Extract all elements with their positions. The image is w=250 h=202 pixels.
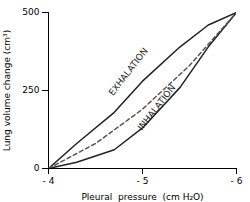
svg-text:INHALATION: INHALATION	[136, 83, 178, 132]
svg-text:0: 0	[34, 163, 40, 173]
svg-text:- 6: - 6	[231, 176, 243, 186]
svg-text:Pleural pressure (cm H₂O): Pleural pressure (cm H₂O)	[81, 192, 203, 202]
svg-text:500: 500	[22, 7, 39, 17]
svg-text:250: 250	[22, 85, 39, 95]
svg-text:EXHALATION: EXHALATION	[107, 46, 150, 97]
svg-text:- 5: - 5	[137, 176, 149, 186]
svg-text:Lung volume change (cm³): Lung volume change (cm³)	[2, 30, 12, 151]
svg-text:- 4: - 4	[43, 176, 55, 186]
